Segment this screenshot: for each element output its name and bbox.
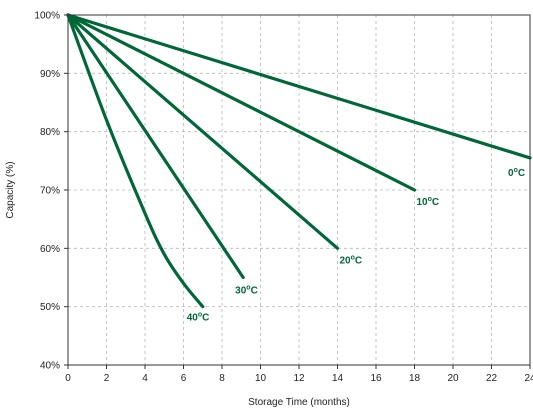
grid	[68, 15, 530, 365]
x-tick-label: 4	[142, 373, 148, 384]
x-tick-label: 2	[104, 373, 110, 384]
series-label-30c: 30oC	[235, 285, 258, 297]
series-labels: 0oC 10oC 20oC 30oC 40oC	[187, 167, 525, 324]
y-tick-label: 100%	[34, 11, 60, 22]
x-tick-label: 8	[219, 373, 225, 384]
x-tick-label: 20	[447, 373, 459, 384]
x-tick-label: 22	[486, 373, 498, 384]
series-label-10c: 10oC	[417, 196, 440, 208]
x-tick-label: 0	[65, 373, 71, 384]
x-tick-label: 16	[370, 373, 382, 384]
series-line-20c	[66, 13, 340, 250]
series-line-40c	[66, 13, 205, 309]
series-line-0c	[66, 13, 532, 160]
series-line-10c	[66, 13, 417, 192]
y-tick-label: 80%	[40, 127, 60, 138]
x-tick-label: 14	[332, 373, 344, 384]
series-label-40c: 40oC	[187, 312, 210, 324]
x-tick-label: 12	[293, 373, 305, 384]
y-tick-label: 90%	[40, 69, 60, 80]
y-tick-label: 70%	[40, 186, 60, 197]
axis-ticks: 0 2 4 6 8 10 12 14 16 18 20 22 2440%50%60%70%80%90%1…	[34, 11, 533, 385]
series-label-0c: 0oC	[508, 167, 525, 179]
x-tick-label: 18	[409, 373, 421, 384]
x-tick-label: 24	[524, 373, 533, 384]
x-tick-label: 10	[255, 373, 267, 384]
y-tick-label: 60%	[40, 244, 60, 255]
x-axis-label: Storage Time (months)	[248, 397, 350, 408]
series-line-30c	[66, 13, 245, 280]
y-axis-label: Capacity (%)	[5, 161, 16, 218]
y-tick-label: 50%	[40, 302, 60, 313]
x-tick-label: 6	[181, 373, 187, 384]
series-lines	[66, 13, 532, 309]
series-label-20c: 20oC	[340, 254, 363, 266]
y-tick-label: 40%	[40, 361, 60, 372]
